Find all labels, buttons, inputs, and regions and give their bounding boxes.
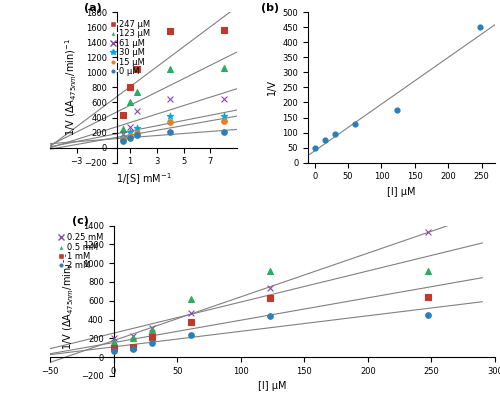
Point bbox=[110, 335, 118, 342]
Point bbox=[133, 66, 141, 73]
Point bbox=[220, 65, 228, 71]
Point bbox=[120, 131, 128, 138]
Point bbox=[187, 310, 195, 316]
Legend: 247 μM, 123 μM, 61 μM, 30 μM, 15 μM, 0 μM: 247 μM, 123 μM, 61 μM, 30 μM, 15 μM, 0 μ… bbox=[106, 17, 154, 79]
Point bbox=[330, 131, 338, 138]
Point bbox=[148, 334, 156, 341]
Point bbox=[220, 95, 228, 102]
Point bbox=[266, 284, 274, 291]
Point bbox=[166, 28, 174, 34]
Point bbox=[133, 107, 141, 114]
Point bbox=[126, 124, 134, 131]
Point bbox=[110, 348, 118, 354]
Point bbox=[166, 113, 174, 120]
Point bbox=[148, 327, 156, 334]
Point bbox=[133, 124, 141, 131]
Point bbox=[148, 339, 156, 346]
Point bbox=[128, 333, 136, 340]
Point bbox=[187, 318, 195, 325]
Point bbox=[187, 296, 195, 303]
Point bbox=[133, 130, 141, 136]
Point bbox=[424, 229, 432, 235]
X-axis label: [I] μM: [I] μM bbox=[388, 187, 416, 197]
Point bbox=[133, 132, 141, 138]
Point bbox=[120, 138, 128, 144]
Point bbox=[310, 144, 318, 151]
Point bbox=[393, 107, 401, 113]
Point bbox=[424, 294, 432, 300]
Point bbox=[220, 128, 228, 135]
Point bbox=[266, 267, 274, 274]
Point bbox=[352, 120, 360, 127]
Point bbox=[320, 137, 328, 143]
Point bbox=[166, 119, 174, 125]
Point bbox=[120, 112, 128, 119]
Point bbox=[220, 113, 228, 119]
Point bbox=[126, 84, 134, 91]
Point bbox=[220, 27, 228, 34]
Point bbox=[120, 134, 128, 140]
Point bbox=[220, 118, 228, 125]
Point bbox=[266, 313, 274, 319]
Point bbox=[126, 135, 134, 141]
X-axis label: [I] μM: [I] μM bbox=[258, 381, 287, 392]
Point bbox=[120, 126, 128, 132]
Point bbox=[148, 325, 156, 331]
Point bbox=[476, 24, 484, 31]
Point bbox=[266, 294, 274, 301]
Point bbox=[110, 339, 118, 345]
Point bbox=[110, 345, 118, 351]
Legend: 0.25 mM, 0.5 mM, 1 mM, 2 mM: 0.25 mM, 0.5 mM, 1 mM, 2 mM bbox=[54, 230, 106, 274]
Point bbox=[128, 344, 136, 350]
Text: (c): (c) bbox=[72, 216, 89, 226]
Point bbox=[424, 267, 432, 274]
Point bbox=[133, 89, 141, 95]
X-axis label: 1/[S] mM$^{-1}$: 1/[S] mM$^{-1}$ bbox=[116, 172, 172, 188]
Point bbox=[166, 129, 174, 135]
Point bbox=[120, 136, 128, 142]
Point bbox=[166, 65, 174, 72]
Text: (a): (a) bbox=[84, 3, 102, 13]
Point bbox=[128, 335, 136, 341]
Point bbox=[126, 128, 134, 135]
Point bbox=[126, 133, 134, 139]
Point bbox=[128, 345, 136, 352]
Point bbox=[424, 311, 432, 318]
Y-axis label: 1/V (ΔA$_{475nm}$/min)$^{-1}$: 1/V (ΔA$_{475nm}$/min)$^{-1}$ bbox=[64, 39, 78, 136]
Text: (b): (b) bbox=[262, 3, 280, 13]
Y-axis label: 1/V (ΔA$_{475nm}$/min)$^{-1}$: 1/V (ΔA$_{475nm}$/min)$^{-1}$ bbox=[60, 252, 76, 349]
Point bbox=[166, 96, 174, 103]
Point bbox=[187, 331, 195, 338]
Point bbox=[126, 99, 134, 106]
Y-axis label: 1/V: 1/V bbox=[267, 79, 277, 95]
